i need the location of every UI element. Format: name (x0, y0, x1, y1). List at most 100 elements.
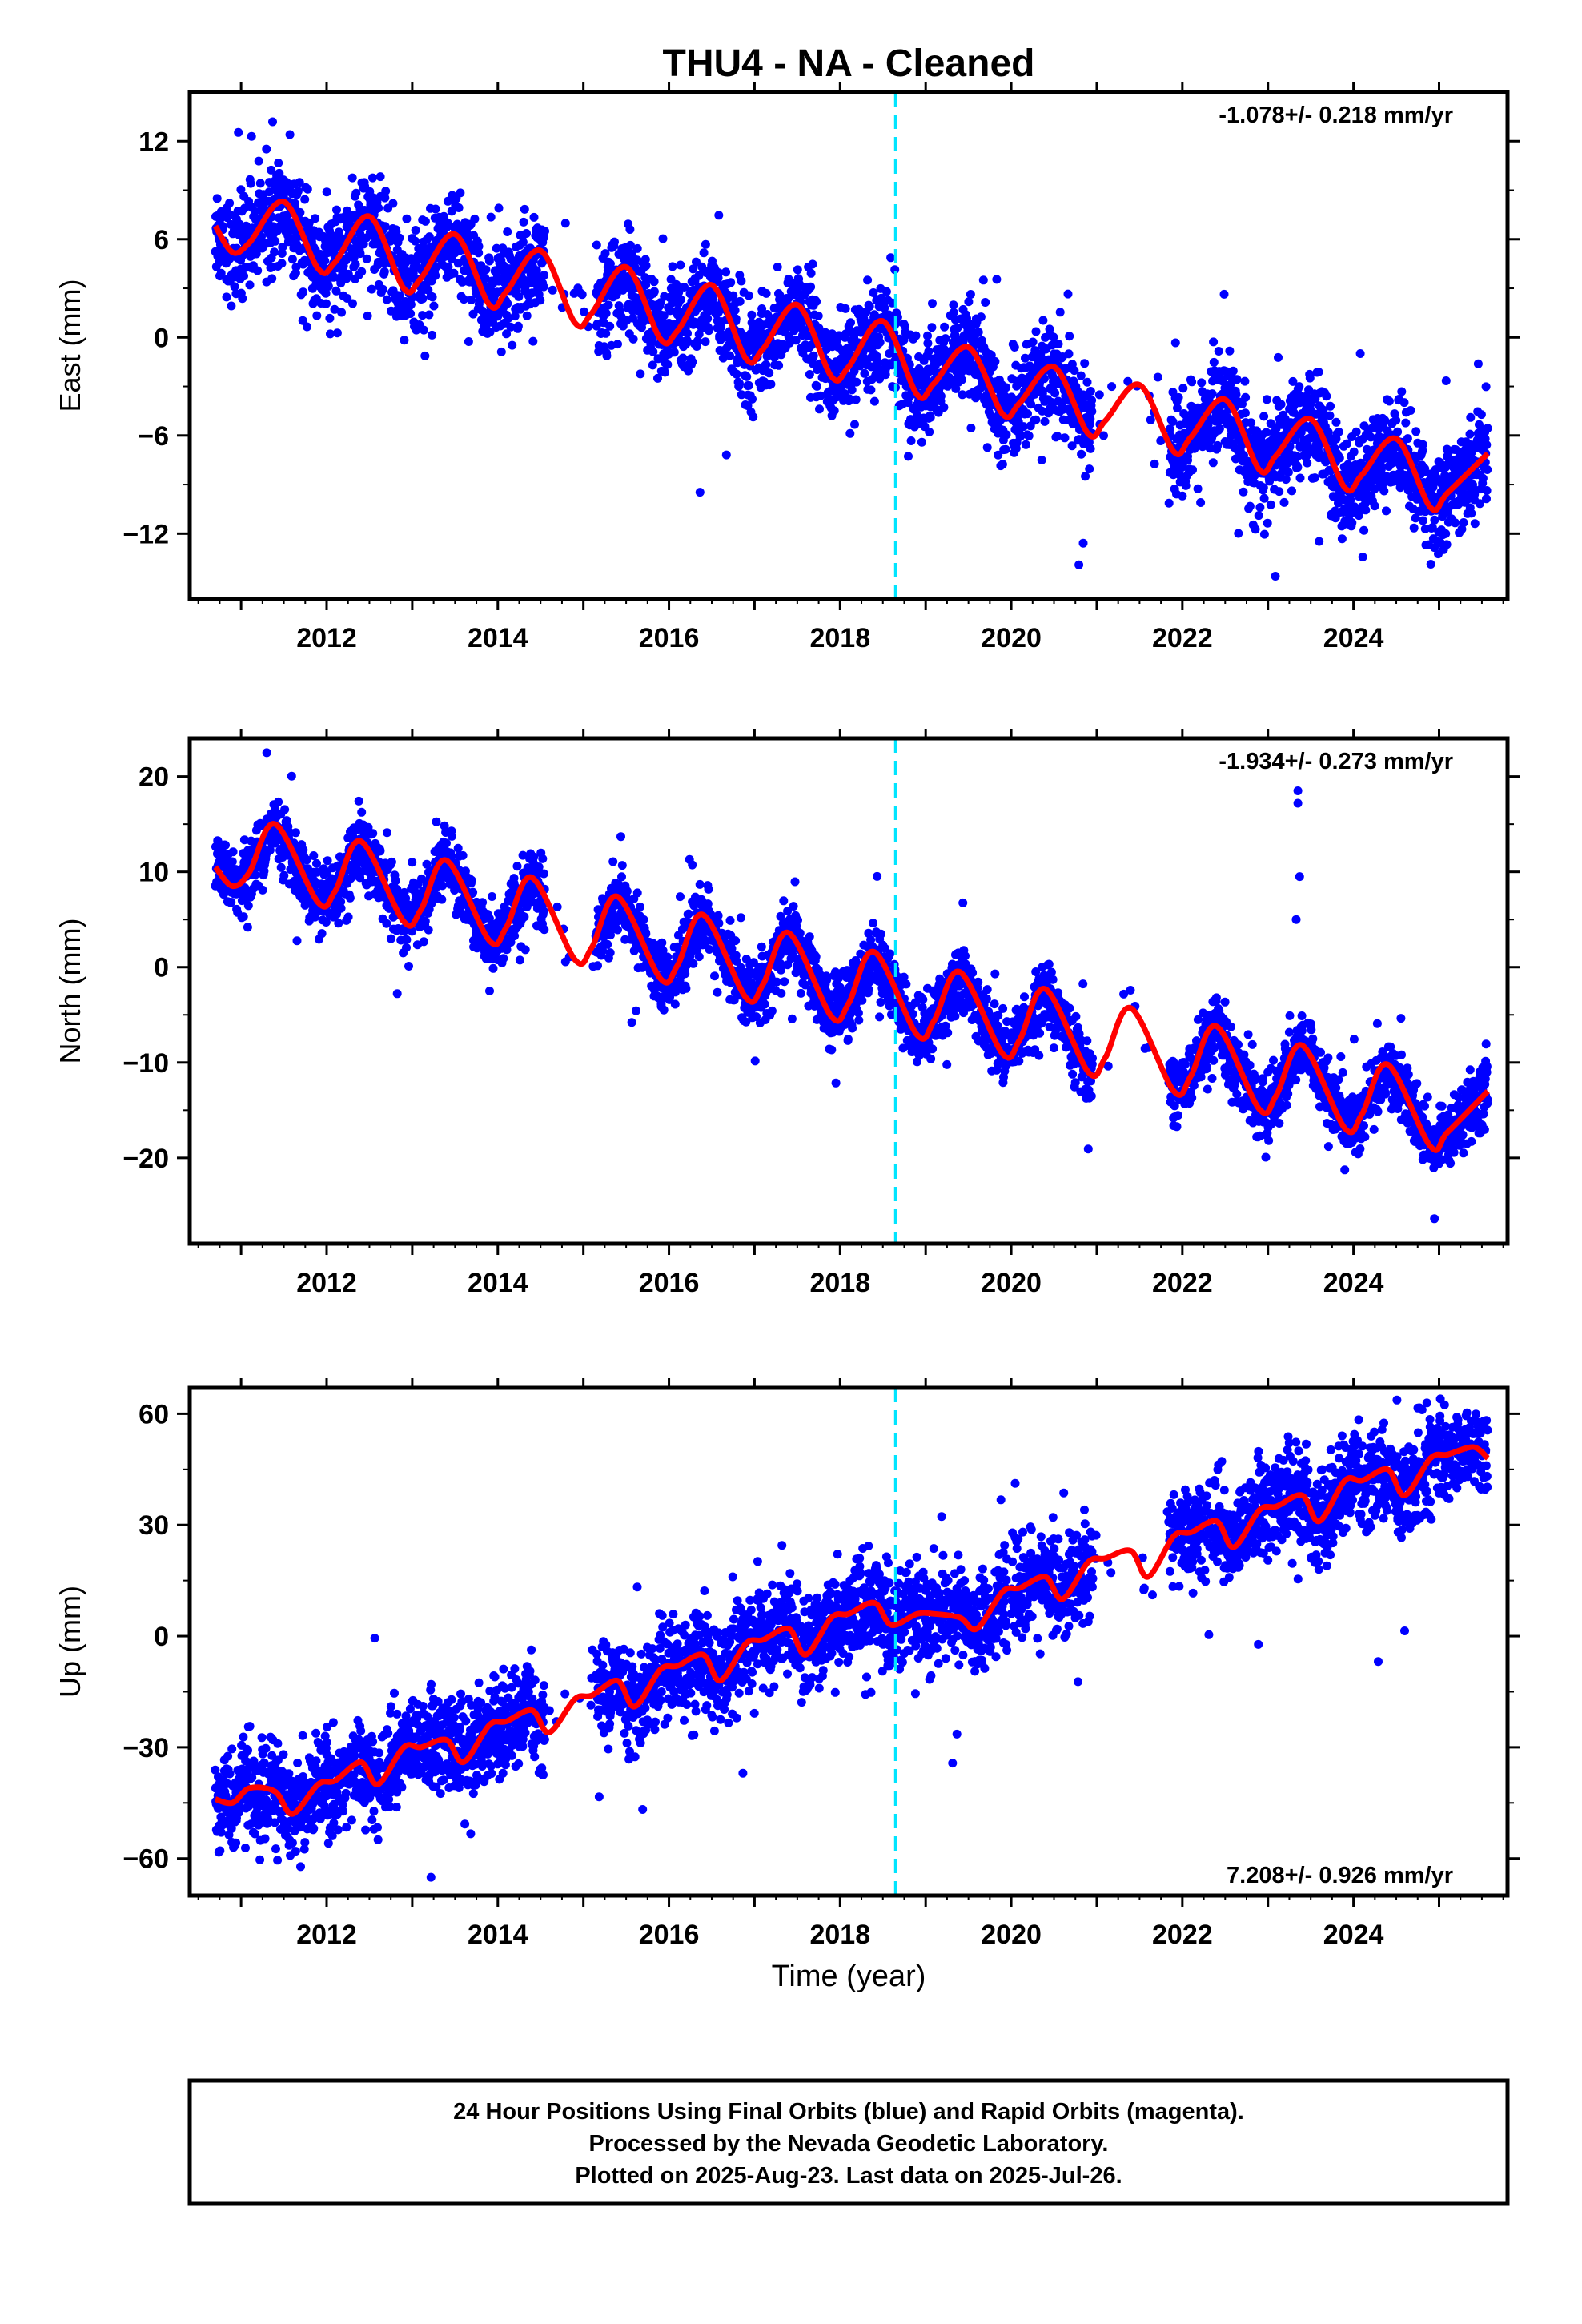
data-point (1276, 400, 1286, 409)
data-point (368, 173, 377, 183)
data-point (357, 267, 367, 276)
data-point (321, 288, 331, 298)
data-point (668, 262, 677, 271)
data-point (1283, 468, 1293, 477)
data-point (420, 916, 430, 926)
data-point (1384, 396, 1394, 406)
data-point (375, 172, 385, 182)
data-point (258, 885, 267, 895)
data-point (1334, 427, 1343, 436)
data-point (1209, 357, 1219, 367)
data-point (303, 322, 311, 332)
data-point (1259, 529, 1269, 539)
data-point (941, 334, 950, 344)
x-tick-label: 2024 (1323, 623, 1384, 653)
data-point (936, 392, 946, 401)
data-point (1426, 560, 1435, 569)
data-point (605, 321, 615, 331)
data-point (1287, 486, 1296, 496)
data-point (458, 850, 468, 860)
data-point (380, 222, 390, 231)
panel-north: 2012 2014 2016 2018 2020 2022 202420100−10−20 … (54, 729, 1520, 1298)
data-point (748, 394, 757, 404)
data-point (391, 876, 400, 886)
data-point (1478, 473, 1488, 483)
data-point (806, 268, 816, 278)
data-point (499, 954, 508, 963)
data-point (978, 275, 988, 285)
data-point (488, 963, 498, 973)
east-points (211, 117, 1492, 581)
data-point (1354, 511, 1363, 521)
data-point (560, 219, 570, 228)
data-point (336, 903, 346, 913)
data-point (418, 294, 428, 304)
data-point (222, 292, 231, 302)
data-point (1254, 511, 1263, 521)
data-point (540, 227, 549, 236)
data-point (926, 412, 935, 422)
data-point (851, 395, 861, 404)
data-point (1467, 509, 1476, 518)
data-point (513, 321, 523, 331)
data-point (453, 843, 463, 853)
data-point (255, 179, 265, 188)
data-point (1196, 498, 1206, 507)
data-point (636, 369, 645, 379)
data-point (592, 240, 601, 250)
data-point (1060, 433, 1070, 443)
data-point (1441, 376, 1451, 385)
data-point (379, 267, 389, 276)
data-point (1055, 308, 1065, 317)
data-point (267, 274, 277, 283)
data-point (911, 331, 921, 340)
data-point (278, 243, 287, 252)
data-point (737, 276, 746, 286)
data-point (1335, 453, 1344, 463)
data-point (239, 912, 248, 922)
data-point (293, 187, 303, 196)
data-point (295, 207, 305, 217)
data-point (1085, 464, 1094, 474)
data-point (227, 898, 236, 907)
data-point (676, 295, 685, 304)
data-point (1442, 540, 1452, 549)
data-point (1409, 523, 1419, 533)
data-point (904, 452, 913, 461)
data-point (701, 337, 710, 347)
data-point (238, 294, 247, 304)
data-point (428, 292, 437, 302)
data-point (678, 353, 688, 363)
y-tick-label: 6 (154, 225, 169, 255)
data-point (1228, 366, 1238, 376)
data-point (704, 326, 713, 336)
data-point (317, 929, 327, 939)
data-point (886, 253, 896, 263)
data-point (1240, 408, 1250, 418)
data-point (227, 301, 236, 311)
data-point (841, 304, 850, 313)
data-point (548, 285, 557, 295)
data-point (846, 318, 855, 328)
data-point (404, 962, 413, 971)
data-point (742, 372, 752, 381)
x-tick-label: 2012 (296, 623, 357, 653)
data-point (1430, 515, 1439, 525)
data-point (1361, 505, 1371, 515)
data-point (1087, 407, 1097, 416)
data-point (744, 291, 753, 300)
data-point (1026, 400, 1036, 409)
data-point (1038, 316, 1048, 325)
data-point (981, 298, 990, 307)
data-point (966, 290, 975, 299)
data-point (437, 895, 447, 904)
data-point (351, 188, 361, 198)
data-point (699, 248, 709, 258)
data-point (703, 314, 713, 324)
data-point (1274, 352, 1283, 362)
data-point (721, 450, 731, 460)
data-point (240, 203, 249, 213)
data-point (1465, 429, 1475, 439)
data-point (917, 437, 926, 447)
